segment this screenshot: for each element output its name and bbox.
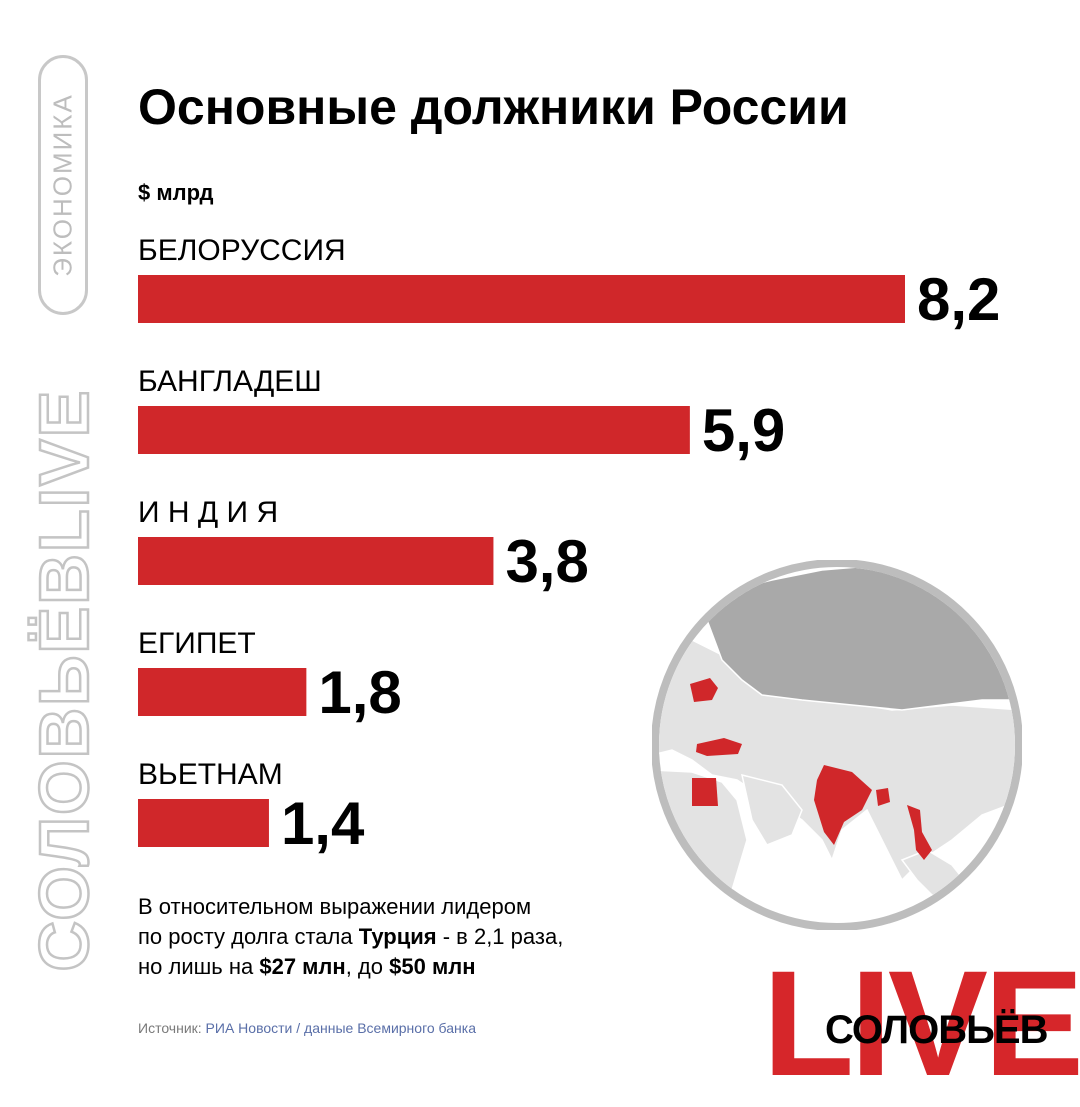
source-line: Источник: РИА Новости / данные Всемирног… (138, 1020, 476, 1036)
note-increase: $27 млн (259, 954, 346, 979)
country-bangladesh (876, 788, 890, 806)
note-line1: В относительном выражении лидером (138, 894, 532, 919)
bar (138, 406, 690, 454)
brand-logo: LIVE СОЛОВЬЁВ (763, 948, 1080, 1098)
page-title: Основные должники России (138, 79, 849, 135)
category-pill: ЭКОНОМИКА (38, 55, 88, 315)
bar (138, 668, 307, 716)
globe-map (652, 560, 1022, 930)
category-label: ЕГИПЕТ (138, 627, 256, 660)
logo-live: LIVE (762, 939, 1080, 1107)
bar (138, 799, 269, 847)
category-label: БЕЛОРУССИЯ (138, 234, 346, 267)
category-label: БАНГЛАДЕШ (138, 365, 322, 398)
value-label: 1,8 (318, 659, 401, 726)
source-label: Источник: (138, 1020, 206, 1036)
country-egypt (692, 778, 718, 806)
country-belarus (690, 678, 718, 702)
category-label: И Н Д И Я (138, 496, 278, 529)
note-line3c: , до (345, 954, 390, 979)
logo-name: СОЛОВЬЁВ (825, 1008, 1048, 1052)
note-country: Турция (358, 924, 437, 949)
country-turkey (696, 738, 742, 756)
source-link[interactable]: РИА Новости / данные Всемирного банка (205, 1020, 476, 1036)
land-arabia (741, 773, 803, 846)
unit-label: $ млрд (138, 180, 214, 205)
bar (138, 537, 494, 585)
category-label: ВЬЕТНАМ (138, 758, 283, 791)
value-label: 3,8 (505, 528, 588, 595)
note-text: В относительном выражении лидером по рос… (138, 892, 658, 982)
bar (138, 275, 905, 323)
note-total: $50 млн (389, 954, 476, 979)
value-label: 5,9 (702, 397, 785, 464)
note-line3a: но лишь на (138, 954, 260, 979)
bar-chart: БЕЛОРУССИЯ 8,2 БАНГЛАДЕШ 5,9 И Н Д И Я 3,8 ЕГИ… (138, 234, 1000, 857)
note-line2c: - в 2,1 раза, (436, 924, 564, 949)
value-label: 1,4 (281, 790, 365, 857)
country-india (814, 765, 872, 845)
note-line2a: по росту долга стала (138, 924, 359, 949)
value-label: 8,2 (917, 266, 1000, 333)
country-vietnam (907, 805, 932, 860)
